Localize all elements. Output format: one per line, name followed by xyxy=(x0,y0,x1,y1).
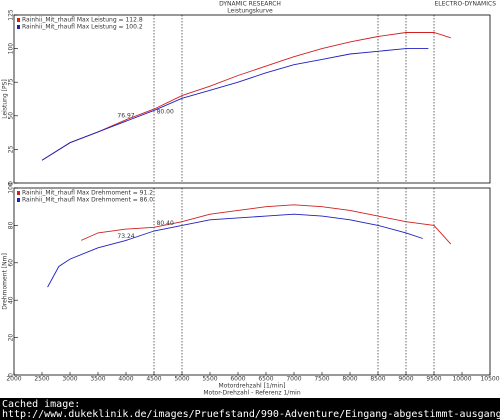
subtitle: Leistungskurve xyxy=(227,8,273,15)
title: DYNAMIC RESEARCH xyxy=(219,1,281,8)
legend-swatch xyxy=(17,191,20,195)
x-tick-label: 9000 xyxy=(398,376,413,383)
y-axis-title: Leistung [PS] xyxy=(2,79,9,119)
cache-label: Cached image: xyxy=(2,399,80,410)
series-line xyxy=(41,48,429,161)
y-axis-title: Drehmoment [Nm] xyxy=(2,253,9,310)
plot-frame xyxy=(13,187,491,376)
y-tick-label: 125 xyxy=(8,9,15,21)
legend-swatch xyxy=(17,198,20,202)
y-tick-label: 100 xyxy=(8,43,15,55)
series-line xyxy=(81,204,452,245)
x-tick-label: 6500 xyxy=(258,376,273,383)
y-tick-label: 75 xyxy=(8,78,15,86)
legend-label: Rainhii_Mit_rhaufl Max Leistung = 112.8 xyxy=(22,17,143,24)
x-tick-label: 10000 xyxy=(452,376,471,383)
series-line xyxy=(47,213,423,288)
x-tick-label: 3500 xyxy=(90,376,105,383)
cache-url: http://www.dukeklinik.de/images/Pruefsta… xyxy=(2,409,500,420)
y-tick-label: 20 xyxy=(8,334,15,342)
x-tick-label: 5000 xyxy=(174,376,189,383)
y-tick-label: 0 xyxy=(8,181,15,185)
legend-label: Rainhii_Mit_rhaufl Max Drehmoment = 86.0 xyxy=(22,197,153,204)
plot-frame xyxy=(13,14,491,184)
x-tick-label: 10500 xyxy=(480,376,499,383)
x-tick-label: 2500 xyxy=(34,376,49,383)
y-tick-label: 60 xyxy=(8,259,15,267)
legend-label: Rainhii_Mit_rhaufl Max Leistung = 100.2 xyxy=(22,24,143,31)
x-tick-label: 7500 xyxy=(314,376,329,383)
legend-label: Rainhii_Mit_rhaufl Max Drehmoment = 91.2 xyxy=(22,190,153,197)
annotation: 80.00 xyxy=(157,108,174,115)
annotation: 80.40 xyxy=(157,220,174,227)
y-tick-label: 50 xyxy=(8,112,15,120)
series-line xyxy=(41,32,451,161)
x-tick-label: 4000 xyxy=(118,376,133,383)
y-tick-label: 40 xyxy=(8,296,15,304)
y-tick-label: 25 xyxy=(8,145,15,153)
x-tick-label: 8500 xyxy=(370,376,385,383)
footer-note: Motor-Drehzahl - Referenz 1/min xyxy=(203,390,300,397)
annotation: 76.97 xyxy=(117,112,134,119)
x-tick-label: 4500 xyxy=(146,376,161,383)
x-tick-label: 3000 xyxy=(62,376,77,383)
y-tick-label: 0 xyxy=(8,373,15,377)
corner-label: ELECTRO-DYNAMICS xyxy=(435,1,497,8)
legend-swatch xyxy=(17,18,20,22)
x-tick-label: 5500 xyxy=(202,376,217,383)
x-tick-label: 8000 xyxy=(342,376,357,383)
legend-swatch xyxy=(17,25,20,29)
y-tick-label: 80 xyxy=(8,221,15,229)
annotation: 73.24 xyxy=(117,233,134,240)
x-tick-label: 6000 xyxy=(230,376,245,383)
x-tick-label: 7000 xyxy=(286,376,301,383)
y-tick-label: 100 xyxy=(8,182,15,194)
x-tick-label: 9500 xyxy=(426,376,441,383)
cache-band xyxy=(0,398,500,420)
x-axis-title: Motordrehzahl [1/min] xyxy=(219,383,286,390)
x-tick-label: 2000 xyxy=(6,376,21,383)
